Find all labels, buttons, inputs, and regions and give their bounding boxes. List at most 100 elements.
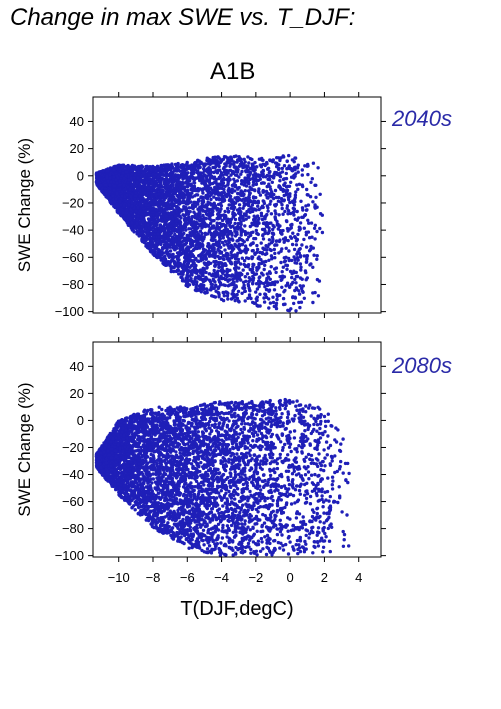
data-point <box>302 296 306 300</box>
data-point <box>246 189 251 193</box>
data-point <box>231 289 235 293</box>
data-point <box>303 164 307 168</box>
data-point <box>167 262 171 266</box>
data-point <box>260 156 264 161</box>
data-point <box>162 180 166 185</box>
data-point <box>276 172 281 176</box>
data-point <box>227 160 231 164</box>
data-point <box>227 274 231 278</box>
data-point <box>219 274 223 278</box>
data-point <box>291 231 295 235</box>
data-point <box>119 174 124 178</box>
data-point <box>190 253 195 257</box>
data-point <box>188 221 192 225</box>
data-point <box>280 274 285 278</box>
data-point <box>304 233 308 237</box>
data-point <box>308 195 313 199</box>
data-point <box>177 168 181 173</box>
data-point <box>137 172 141 176</box>
data-point <box>253 199 257 204</box>
data-point <box>161 256 165 261</box>
data-point <box>172 269 176 274</box>
data-point <box>243 299 247 303</box>
data-point <box>269 282 274 287</box>
data-point <box>122 203 126 208</box>
data-point <box>257 261 261 266</box>
data-point <box>153 228 158 233</box>
data-point <box>185 162 189 166</box>
data-point <box>218 281 223 285</box>
data-point <box>272 247 276 252</box>
data-point <box>253 160 257 165</box>
data-point <box>228 196 232 201</box>
data-point <box>265 224 269 229</box>
data-point <box>181 268 186 272</box>
data-point <box>212 195 216 199</box>
data-point <box>254 290 258 294</box>
data-point <box>212 260 216 264</box>
data-point <box>302 254 306 258</box>
data-point <box>310 177 314 181</box>
data-point <box>216 202 221 207</box>
data-point <box>227 193 231 197</box>
data-point <box>141 171 146 175</box>
data-point <box>222 217 227 221</box>
data-point <box>211 226 215 230</box>
data-point <box>105 176 109 180</box>
data-point <box>290 158 295 162</box>
data-point <box>168 245 172 249</box>
data-point <box>138 209 142 213</box>
data-point <box>283 209 287 214</box>
data-point <box>174 244 178 249</box>
data-point <box>198 177 203 181</box>
data-point <box>263 263 267 267</box>
data-point <box>169 187 173 191</box>
data-point <box>295 252 299 256</box>
data-point <box>176 255 181 259</box>
data-point <box>146 186 151 190</box>
data-point <box>302 237 306 242</box>
data-point <box>274 270 278 275</box>
data-point <box>169 258 174 263</box>
data-point <box>279 200 283 204</box>
data-point <box>265 212 269 217</box>
data-point <box>269 221 273 225</box>
data-point <box>292 247 297 252</box>
data-point <box>144 180 148 184</box>
data-point <box>251 209 255 214</box>
data-point <box>242 286 247 290</box>
data-point <box>305 257 309 261</box>
data-point <box>293 165 298 169</box>
data-point <box>250 223 255 227</box>
data-point <box>244 169 248 173</box>
data-point <box>170 170 174 174</box>
data-point <box>267 182 271 186</box>
data-point <box>216 244 220 248</box>
data-point <box>202 283 206 288</box>
data-point <box>204 275 208 280</box>
data-point <box>212 176 216 181</box>
data-point <box>145 228 150 233</box>
data-point <box>266 209 270 213</box>
data-point <box>287 249 291 253</box>
data-point <box>155 212 160 216</box>
data-point <box>201 171 205 175</box>
data-point <box>272 288 277 292</box>
data-point <box>201 191 205 195</box>
data-point <box>251 183 255 187</box>
data-point <box>266 282 271 287</box>
data-point <box>218 186 222 190</box>
data-point <box>315 254 319 258</box>
data-point <box>294 243 299 247</box>
data-point <box>301 290 305 294</box>
data-point <box>233 179 237 184</box>
data-point <box>267 306 271 310</box>
period-label-2040s: 2040s <box>392 106 452 131</box>
data-point <box>255 243 259 248</box>
data-point <box>285 167 289 171</box>
data-point <box>115 191 119 196</box>
data-point <box>283 259 288 263</box>
data-point <box>134 191 138 195</box>
data-point <box>288 235 293 239</box>
